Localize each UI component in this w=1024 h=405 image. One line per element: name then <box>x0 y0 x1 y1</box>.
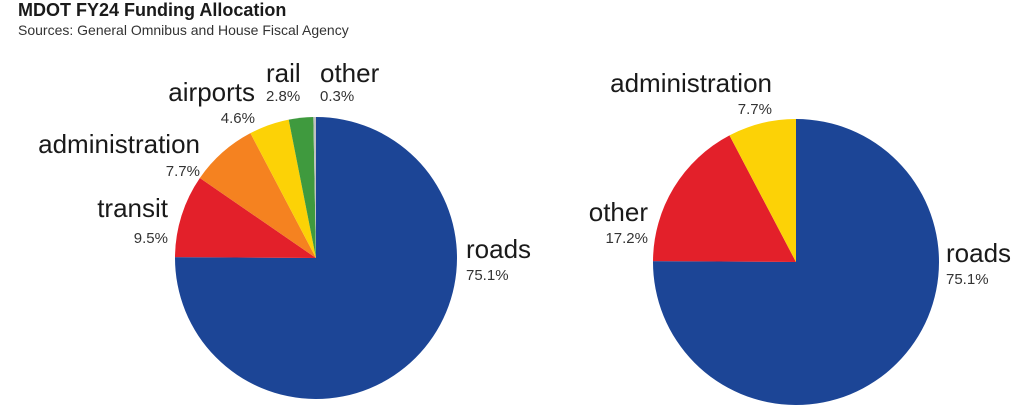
slice-label-other-1: other <box>320 58 380 88</box>
slice-label-airports-1: airports <box>168 77 255 107</box>
chart-subtitle: Sources: General Omnibus and House Fisca… <box>18 22 349 38</box>
slice-percent-administration-1: 7.7% <box>166 163 200 180</box>
slice-label-other-2: other <box>589 197 649 227</box>
pie-chart-2: roads 75.1% other 17.2% administration 7.7% <box>589 68 1011 405</box>
slice-percent-other-1: 0.3% <box>320 88 354 105</box>
slice-rail-1 <box>288 117 316 258</box>
slice-percent-roads-2: 75.1% <box>946 271 989 288</box>
slice-percent-roads-1: 75.1% <box>466 267 509 284</box>
slice-percent-other-2: 17.2% <box>605 230 648 247</box>
slice-administration-2 <box>729 119 796 262</box>
slice-other-2 <box>653 135 796 262</box>
slice-percent-rail-1: 2.8% <box>266 88 300 105</box>
slice-label-administration-1: administration <box>38 129 200 159</box>
slice-percent-airports-1: 4.6% <box>221 110 255 127</box>
slice-roads-2 <box>653 119 939 405</box>
slice-administration-1 <box>199 133 316 258</box>
slice-transit-1 <box>175 178 316 258</box>
slice-other-1 <box>313 117 316 258</box>
slice-percent-transit-1: 9.5% <box>134 230 168 247</box>
chart-title: MDOT FY24 Funding Allocation <box>18 0 287 20</box>
slice-label-rail-1: rail <box>266 58 301 88</box>
slice-percent-administration-2: 7.7% <box>738 101 772 118</box>
slice-label-transit-1: transit <box>97 193 169 223</box>
slice-label-roads-1: roads <box>466 234 531 264</box>
slice-label-roads-2: roads <box>946 238 1011 268</box>
pie-chart-1: roads 75.1% transit 9.5% administration 7.7% a… <box>38 58 531 399</box>
slice-label-administration-2: administration <box>610 68 772 98</box>
slice-airports-1 <box>250 119 316 259</box>
